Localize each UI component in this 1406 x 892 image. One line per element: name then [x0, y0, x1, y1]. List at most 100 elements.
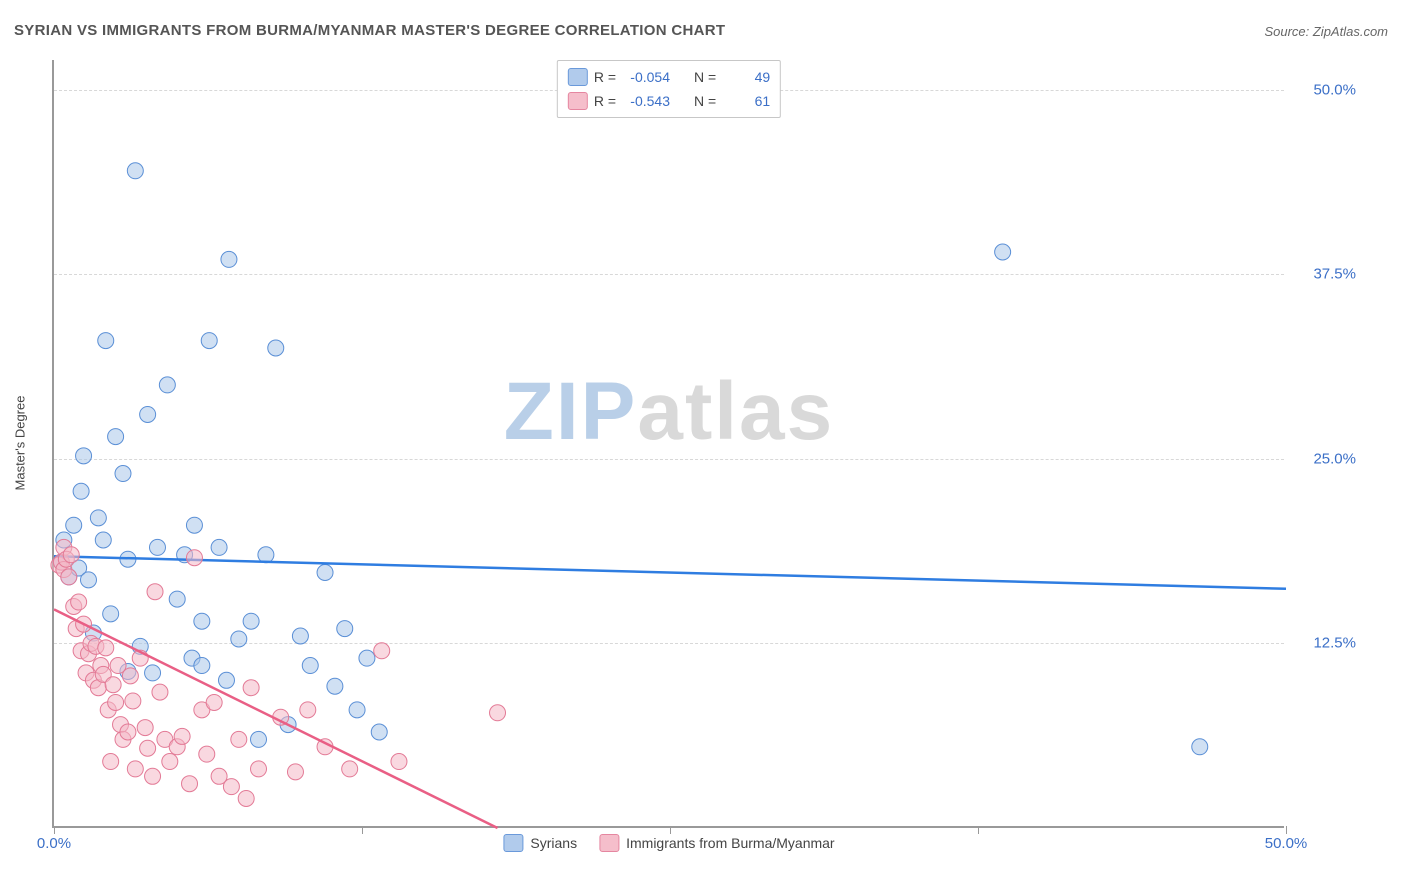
scatter-point [374, 643, 390, 659]
legend-stats-row: R = -0.054 N = 49 [568, 65, 770, 89]
legend-r-value: -0.054 [622, 69, 670, 85]
legend-item-syrians: Syrians [503, 834, 577, 852]
legend-swatch-syrians [568, 68, 588, 86]
scatter-point [127, 761, 143, 777]
scatter-point [140, 740, 156, 756]
y-tick-label: 25.0% [1313, 450, 1356, 467]
scatter-point [103, 606, 119, 622]
scatter-point [115, 466, 131, 482]
scatter-point [66, 517, 82, 533]
scatter-point [292, 628, 308, 644]
scatter-point [186, 517, 202, 533]
legend-item-burma: Immigrants from Burma/Myanmar [599, 834, 834, 852]
trend-line [54, 556, 1286, 588]
y-tick-label: 37.5% [1313, 266, 1356, 283]
scatter-point [108, 694, 124, 710]
scatter-point [243, 613, 259, 629]
legend-n-label: N = [694, 93, 716, 109]
scatter-point [238, 790, 254, 806]
scatter-point [159, 377, 175, 393]
scatter-svg [54, 60, 1286, 828]
chart-title: SYRIAN VS IMMIGRANTS FROM BURMA/MYANMAR … [14, 22, 725, 39]
scatter-point [337, 621, 353, 637]
scatter-point [211, 539, 227, 555]
scatter-point [145, 768, 161, 784]
scatter-point [206, 694, 222, 710]
scatter-point [251, 731, 267, 747]
scatter-point [199, 746, 215, 762]
scatter-point [162, 754, 178, 770]
legend-label: Immigrants from Burma/Myanmar [626, 835, 834, 851]
scatter-point [231, 731, 247, 747]
scatter-point [120, 724, 136, 740]
legend-swatch-syrians [503, 834, 523, 852]
y-tick-label: 50.0% [1313, 81, 1356, 98]
scatter-point [342, 761, 358, 777]
scatter-point [61, 569, 77, 585]
scatter-point [137, 720, 153, 736]
legend-stats-box: R = -0.054 N = 49 R = -0.543 N = 61 [557, 60, 781, 118]
y-tick-label: 12.5% [1313, 635, 1356, 652]
x-tick-label: 0.0% [37, 835, 71, 852]
scatter-point [995, 244, 1011, 260]
scatter-point [218, 672, 234, 688]
scatter-point [98, 640, 114, 656]
source-attribution: Source: ZipAtlas.com [1264, 24, 1388, 39]
y-axis-title: Master's Degree [13, 396, 28, 491]
legend-label: Syrians [530, 835, 577, 851]
x-tick-label: 50.0% [1265, 835, 1308, 852]
legend-n-label: N = [694, 69, 716, 85]
scatter-point [63, 547, 79, 563]
plot-area: Master's Degree ZIPatlas 12.5% 25.0% 37.… [52, 60, 1284, 828]
scatter-point [71, 594, 87, 610]
scatter-point [95, 532, 111, 548]
scatter-point [108, 429, 124, 445]
scatter-point [287, 764, 303, 780]
scatter-point [149, 539, 165, 555]
scatter-point [1192, 739, 1208, 755]
scatter-point [186, 550, 202, 566]
scatter-point [125, 693, 141, 709]
scatter-point [152, 684, 168, 700]
scatter-point [391, 754, 407, 770]
scatter-point [194, 658, 210, 674]
legend-r-label: R = [594, 93, 616, 109]
scatter-point [122, 668, 138, 684]
legend-swatch-burma [599, 834, 619, 852]
scatter-point [103, 754, 119, 770]
scatter-point [182, 776, 198, 792]
scatter-point [371, 724, 387, 740]
legend-series: Syrians Immigrants from Burma/Myanmar [503, 834, 834, 852]
scatter-point [127, 163, 143, 179]
legend-n-value: 49 [722, 69, 770, 85]
scatter-point [258, 547, 274, 563]
scatter-point [145, 665, 161, 681]
scatter-point [105, 677, 121, 693]
legend-r-value: -0.543 [622, 93, 670, 109]
legend-swatch-burma [568, 92, 588, 110]
scatter-point [251, 761, 267, 777]
x-tick [1286, 826, 1287, 834]
scatter-point [73, 483, 89, 499]
scatter-point [231, 631, 247, 647]
scatter-point [317, 564, 333, 580]
scatter-point [223, 779, 239, 795]
scatter-point [147, 584, 163, 600]
scatter-point [80, 572, 96, 588]
scatter-point [359, 650, 375, 666]
scatter-point [140, 406, 156, 422]
scatter-point [169, 591, 185, 607]
scatter-point [174, 728, 190, 744]
scatter-point [221, 251, 237, 267]
scatter-point [300, 702, 316, 718]
legend-n-value: 61 [722, 93, 770, 109]
scatter-point [268, 340, 284, 356]
scatter-point [243, 680, 259, 696]
scatter-point [490, 705, 506, 721]
scatter-point [327, 678, 343, 694]
scatter-point [76, 448, 92, 464]
legend-r-label: R = [594, 69, 616, 85]
scatter-point [349, 702, 365, 718]
scatter-point [194, 613, 210, 629]
scatter-point [98, 333, 114, 349]
